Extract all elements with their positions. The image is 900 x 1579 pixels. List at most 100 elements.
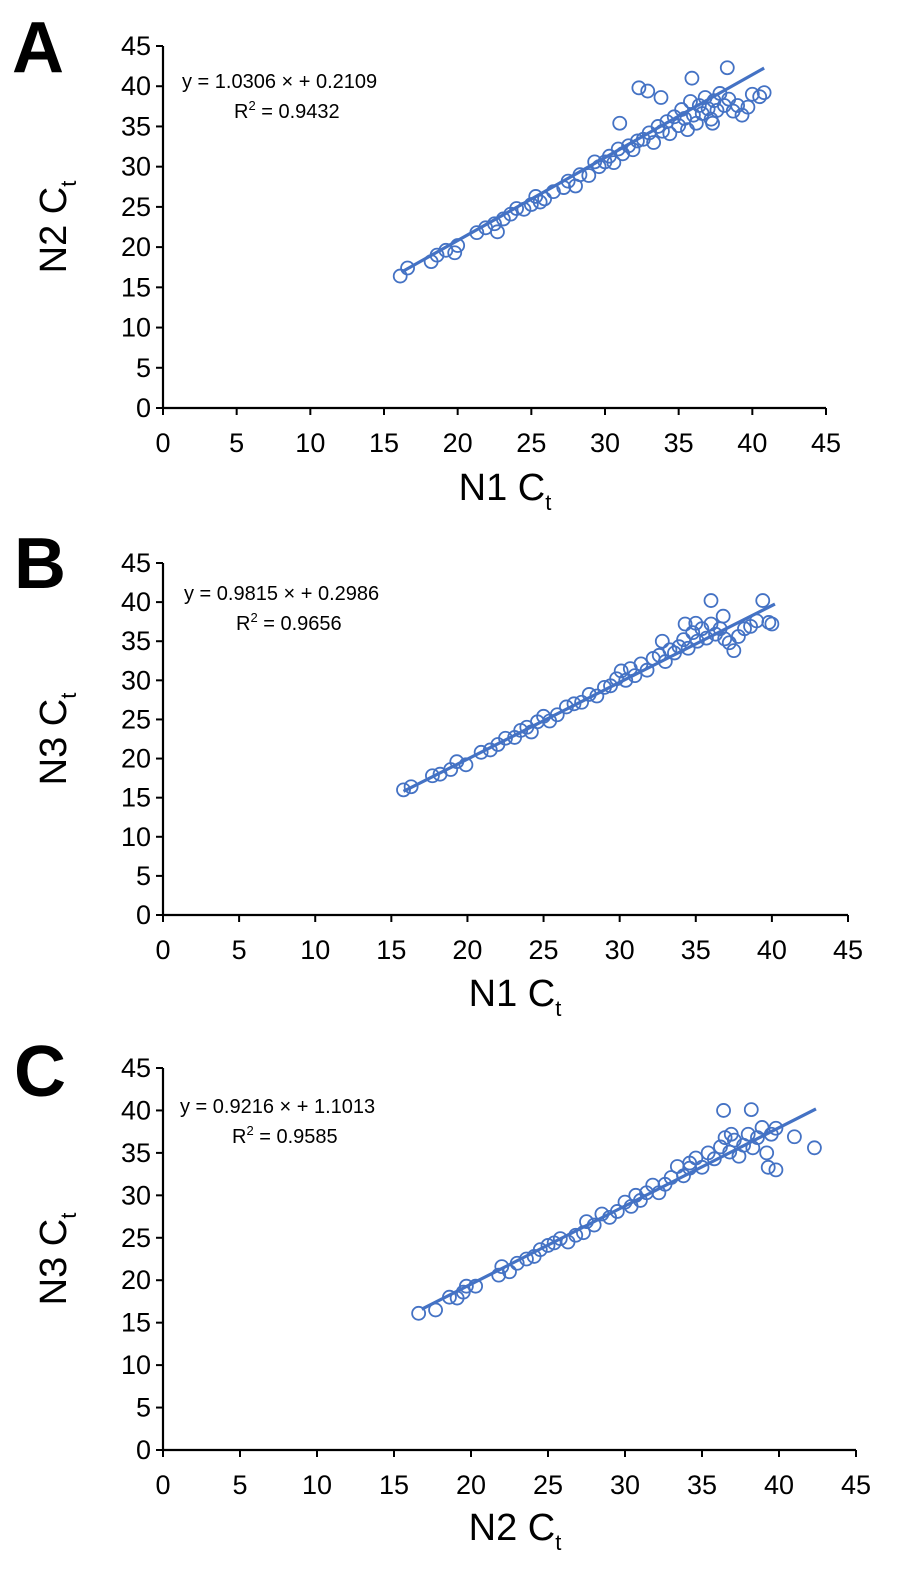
data-point <box>425 768 440 784</box>
y-tick-label: 5 <box>136 861 151 891</box>
data-point <box>682 1155 698 1171</box>
data-point <box>458 1278 474 1294</box>
panel-label: B <box>14 524 66 604</box>
data-point <box>490 224 505 240</box>
y-tick-label: 10 <box>121 1350 151 1380</box>
data-point <box>680 640 696 656</box>
y-tick-label: 40 <box>121 1095 151 1125</box>
trend-line <box>402 602 776 793</box>
data-point <box>654 633 670 649</box>
y-tick-label: 40 <box>121 587 151 617</box>
x-axis-title-subscript: t <box>555 996 561 1021</box>
regression-equation: y = 0.9216 × + 1.1013 <box>180 1096 375 1118</box>
data-point <box>509 201 524 216</box>
data-point <box>650 119 666 134</box>
x-tick-label: 10 <box>302 1470 332 1500</box>
data-point <box>631 80 647 96</box>
y-tick-label: 30 <box>121 665 151 695</box>
data-point <box>688 615 704 631</box>
data-point <box>669 1159 685 1174</box>
r-squared-symbol: R <box>234 101 248 123</box>
data-points <box>392 60 772 284</box>
y-axis-title: N3 Ct <box>33 1213 81 1306</box>
y-tick-label: 20 <box>121 1265 151 1295</box>
data-point <box>699 630 714 646</box>
x-tick-label: 10 <box>300 935 330 965</box>
panel-label: A <box>12 8 64 88</box>
data-point <box>400 260 415 276</box>
data-point <box>574 694 590 710</box>
r-squared-value: = 0.9585 <box>254 1126 338 1148</box>
x-tick-label: 15 <box>369 428 399 458</box>
y-tick-label: 15 <box>121 783 151 813</box>
y-tick-label: 5 <box>136 1393 151 1423</box>
data-point <box>730 98 745 113</box>
y-tick-label: 15 <box>121 272 151 302</box>
data-point <box>688 115 704 131</box>
x-tick-label: 45 <box>833 935 863 965</box>
data-point <box>764 616 780 632</box>
y-tick-label: 15 <box>121 1308 151 1338</box>
x-axis-title: N1 Ct <box>459 467 552 515</box>
x-tick-label: 0 <box>155 428 170 458</box>
data-point <box>613 663 629 679</box>
data-point <box>807 1140 822 1156</box>
y-tick-label: 35 <box>121 626 151 656</box>
x-tick-label: 30 <box>590 428 620 458</box>
x-tick-label: 30 <box>605 935 635 965</box>
y-axis-title-text: N2 C <box>33 187 75 274</box>
data-point <box>610 141 626 157</box>
x-tick-label: 35 <box>664 428 694 458</box>
y-tick-label: 45 <box>121 548 151 578</box>
data-point <box>621 138 636 154</box>
r-squared-symbol: R <box>236 613 250 635</box>
y-axis-title: N2 Ct <box>33 181 81 274</box>
data-point <box>630 133 645 149</box>
x-tick-label: 35 <box>687 1470 717 1500</box>
x-tick-label: 25 <box>516 428 546 458</box>
y-tick-label: 5 <box>136 353 151 383</box>
data-point <box>646 135 662 150</box>
panel-b: B 0 5 10 15 20 25 30 35 40 45 0 5 10 15 20 25 30 35 40 45 N1 … <box>14 524 863 1021</box>
data-point <box>759 1145 775 1161</box>
x-tick-label: 25 <box>529 935 559 965</box>
r-squared: R2 = 0.9432 <box>234 98 340 123</box>
y-tick-label: 25 <box>121 192 151 222</box>
y-tick-label: 45 <box>121 31 151 61</box>
x-axis-title: N1 Ct <box>469 973 562 1021</box>
y-tick-label: 0 <box>136 900 151 930</box>
y-tick-label: 0 <box>136 393 151 423</box>
y-tick-label: 10 <box>121 822 151 852</box>
data-point <box>717 631 733 647</box>
r-squared-superscript: 2 <box>250 610 257 625</box>
data-point <box>705 115 720 131</box>
x-axis-title: N2 Ct <box>469 1507 562 1555</box>
y-tick-label: 0 <box>136 1435 151 1465</box>
x-axis-title-text: N1 C <box>459 467 546 509</box>
panel-a: A 0 5 10 15 20 25 30 35 40 45 0 5 10 15 20 25 30 35 40 45 N1 … <box>12 8 841 515</box>
data-point <box>744 86 760 102</box>
data-point <box>677 616 693 632</box>
data-point <box>740 1126 756 1142</box>
r-squared-superscript: 2 <box>246 1123 253 1138</box>
data-point <box>703 593 719 608</box>
data-point <box>606 155 622 171</box>
data-point <box>684 70 700 86</box>
data-point <box>768 1162 784 1178</box>
data-point <box>719 60 735 76</box>
x-tick-label: 20 <box>452 935 482 965</box>
x-axis-title-text: N2 C <box>469 1507 556 1549</box>
x-tick-label: 40 <box>764 1470 794 1500</box>
x-tick-label: 45 <box>811 428 841 458</box>
r-squared-symbol: R <box>232 1126 246 1148</box>
y-tick-label: 30 <box>121 152 151 182</box>
trend-line <box>400 66 765 274</box>
panel-label: C <box>14 1032 66 1112</box>
data-point <box>685 625 701 641</box>
y-tick-label: 35 <box>121 1138 151 1168</box>
data-point <box>760 1159 776 1175</box>
data-point <box>787 1129 802 1145</box>
data-point <box>653 90 669 105</box>
data-points <box>396 593 780 798</box>
